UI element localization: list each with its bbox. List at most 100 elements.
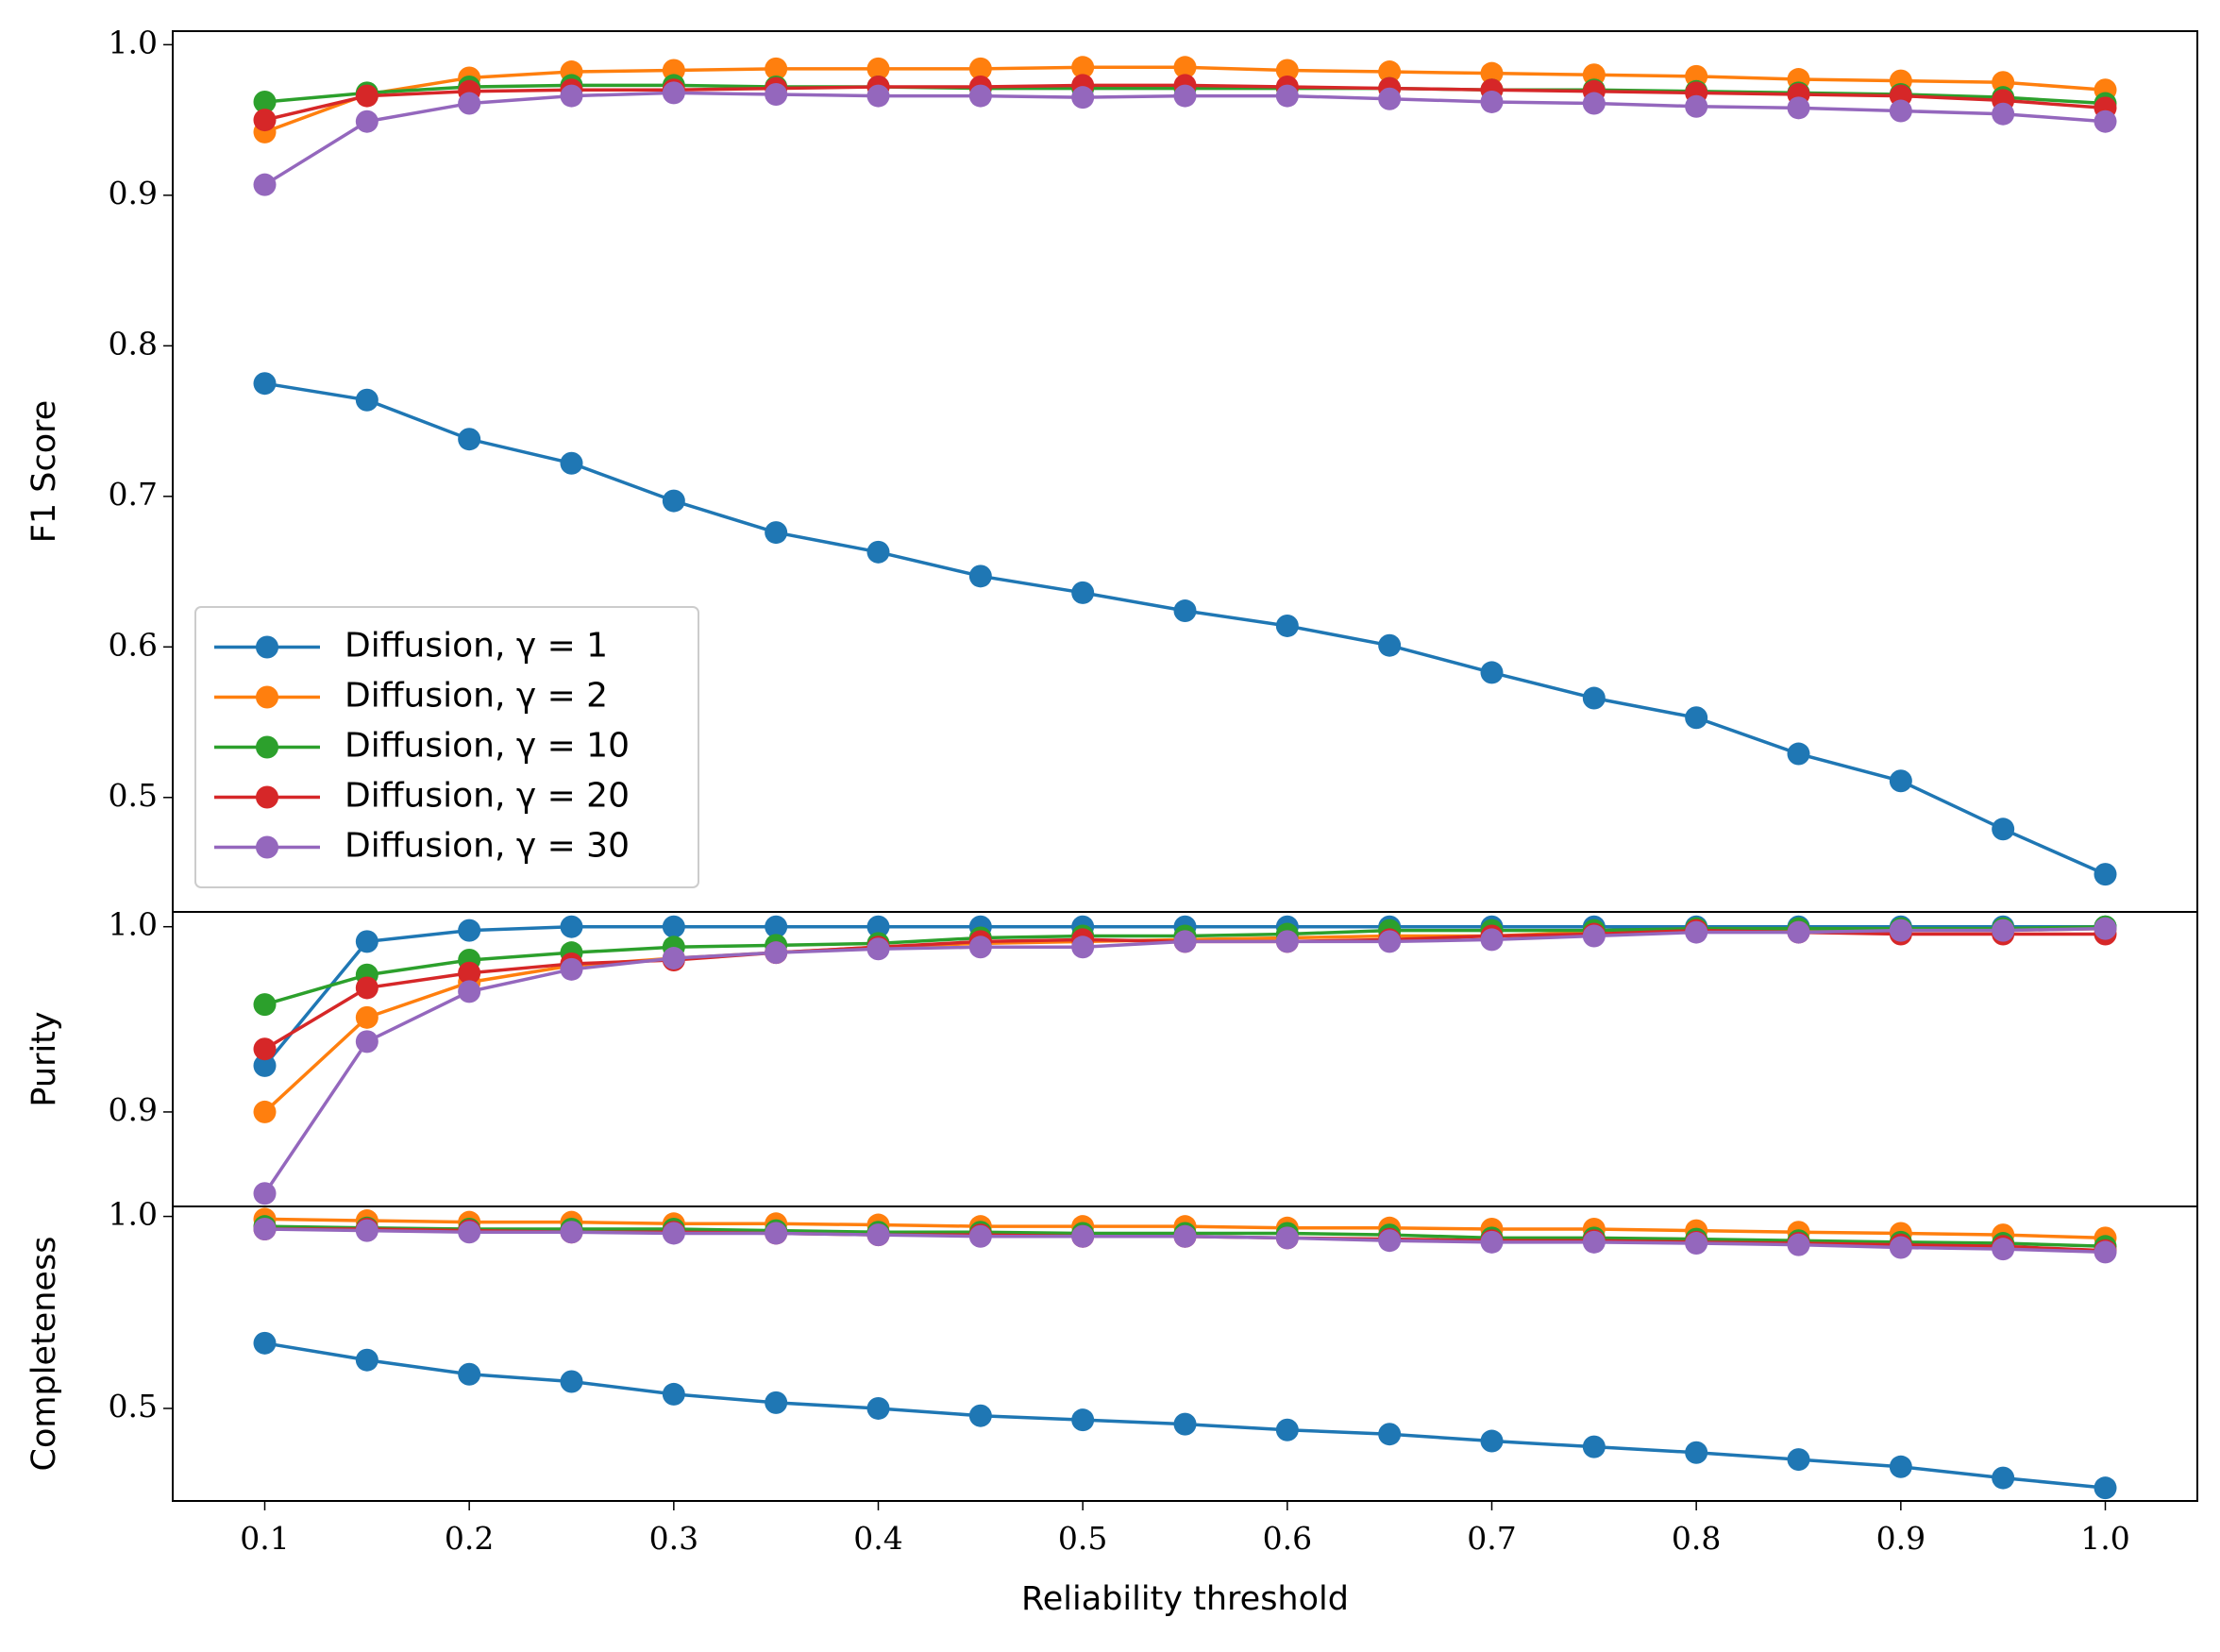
series-marker (1582, 92, 1606, 115)
series-marker (1480, 928, 1504, 952)
series-marker (1582, 924, 1606, 948)
y-tick-label: 1.0 (109, 906, 158, 943)
series-marker (1071, 936, 1095, 959)
y-tick-label: 0.7 (109, 476, 158, 513)
series-marker (968, 1404, 992, 1427)
series-marker (458, 980, 481, 1003)
series-marker (253, 1331, 277, 1355)
series-marker (1480, 1230, 1504, 1254)
series-marker (355, 930, 378, 953)
legend-box (194, 606, 699, 888)
series-marker (866, 937, 890, 961)
series-marker (866, 84, 890, 108)
legend-marker (256, 835, 278, 859)
series-marker (1480, 90, 1504, 113)
series-marker (1071, 1224, 1095, 1248)
series-marker (1378, 60, 1402, 84)
y-tick-label: 1.0 (109, 24, 158, 60)
series-marker (1378, 930, 1402, 953)
legend-label: Diffusion, γ = 30 (345, 827, 630, 866)
series-marker (765, 1391, 788, 1414)
x-tick-label: 0.7 (1467, 1520, 1516, 1557)
series-marker (1275, 1226, 1299, 1250)
x-tick-label: 0.4 (853, 1520, 902, 1557)
series-marker (458, 92, 481, 115)
series-marker (458, 919, 481, 942)
series-marker (1480, 61, 1504, 85)
series-marker (1685, 920, 1708, 944)
series-marker (1173, 599, 1197, 623)
legend-label: Diffusion, γ = 2 (345, 677, 608, 716)
series-marker (458, 961, 481, 985)
legend-marker (256, 785, 278, 809)
series-marker (662, 1382, 685, 1406)
series-line (263, 926, 2106, 1195)
series-marker (1071, 581, 1095, 604)
series-marker (458, 1221, 481, 1244)
series-marker (1582, 686, 1606, 710)
series-marker (1378, 633, 1402, 657)
legend-label: Diffusion, γ = 10 (345, 727, 630, 766)
x-axis-label: Reliability threshold (1021, 1580, 1349, 1618)
series-marker (253, 993, 277, 1017)
series-marker (458, 428, 481, 451)
series-marker (765, 82, 788, 106)
series-marker (253, 1100, 277, 1123)
series-marker (355, 110, 378, 133)
y-tick-label: 0.9 (109, 1091, 158, 1128)
series-marker (1173, 84, 1197, 108)
series-marker (662, 489, 685, 513)
x-tick-label: 0.5 (1058, 1520, 1107, 1557)
series-marker (765, 941, 788, 965)
series-marker (560, 915, 583, 938)
series-marker (355, 976, 378, 1000)
x-tick-label: 0.8 (1672, 1520, 1721, 1557)
series-marker (1889, 769, 1912, 793)
series-marker (662, 81, 685, 105)
series-marker (1582, 1230, 1606, 1254)
series-marker (1071, 56, 1095, 79)
series-marker (1275, 930, 1299, 953)
series-marker (1071, 1408, 1095, 1432)
series-marker (1480, 1429, 1504, 1453)
series-marker (968, 936, 992, 959)
y-tick-label: 0.8 (109, 325, 158, 362)
legend-marker (256, 635, 278, 659)
series-marker (1992, 919, 2015, 942)
series-marker (1685, 1232, 1708, 1256)
y-tick-label: 0.5 (109, 1388, 158, 1424)
series-marker (1378, 1423, 1402, 1446)
series-marker (253, 1218, 277, 1240)
y-axis-label: F1 Score (25, 400, 63, 544)
x-tick-label: 1.0 (2080, 1520, 2129, 1557)
series-marker (662, 915, 685, 938)
series-marker (866, 540, 890, 564)
series-marker (355, 1030, 378, 1054)
series-marker (253, 1182, 277, 1205)
series-marker (1992, 1466, 2015, 1490)
series-marker (253, 90, 277, 113)
y-tick-label: 0.6 (109, 626, 158, 663)
series-marker (1275, 84, 1299, 108)
legend-label: Diffusion, γ = 1 (345, 627, 608, 666)
series-marker (1992, 1238, 2015, 1261)
series-marker (968, 1224, 992, 1248)
series-marker (1378, 87, 1402, 110)
series-marker (1173, 1412, 1197, 1436)
y-axis-label: Completeness (25, 1237, 63, 1472)
y-tick-label: 1.0 (109, 1196, 158, 1233)
series-marker (765, 57, 788, 80)
series-marker (560, 957, 583, 981)
series-marker (458, 1362, 481, 1386)
series-marker (1787, 1233, 1810, 1256)
series-marker (2094, 1476, 2117, 1500)
series-marker (968, 57, 992, 80)
series-marker (1275, 614, 1299, 637)
x-tick-label: 0.9 (1876, 1520, 1926, 1557)
series-marker (1787, 742, 1810, 766)
x-tick-label: 0.1 (240, 1520, 289, 1557)
series-marker (1685, 94, 1708, 118)
series-marker (968, 84, 992, 108)
